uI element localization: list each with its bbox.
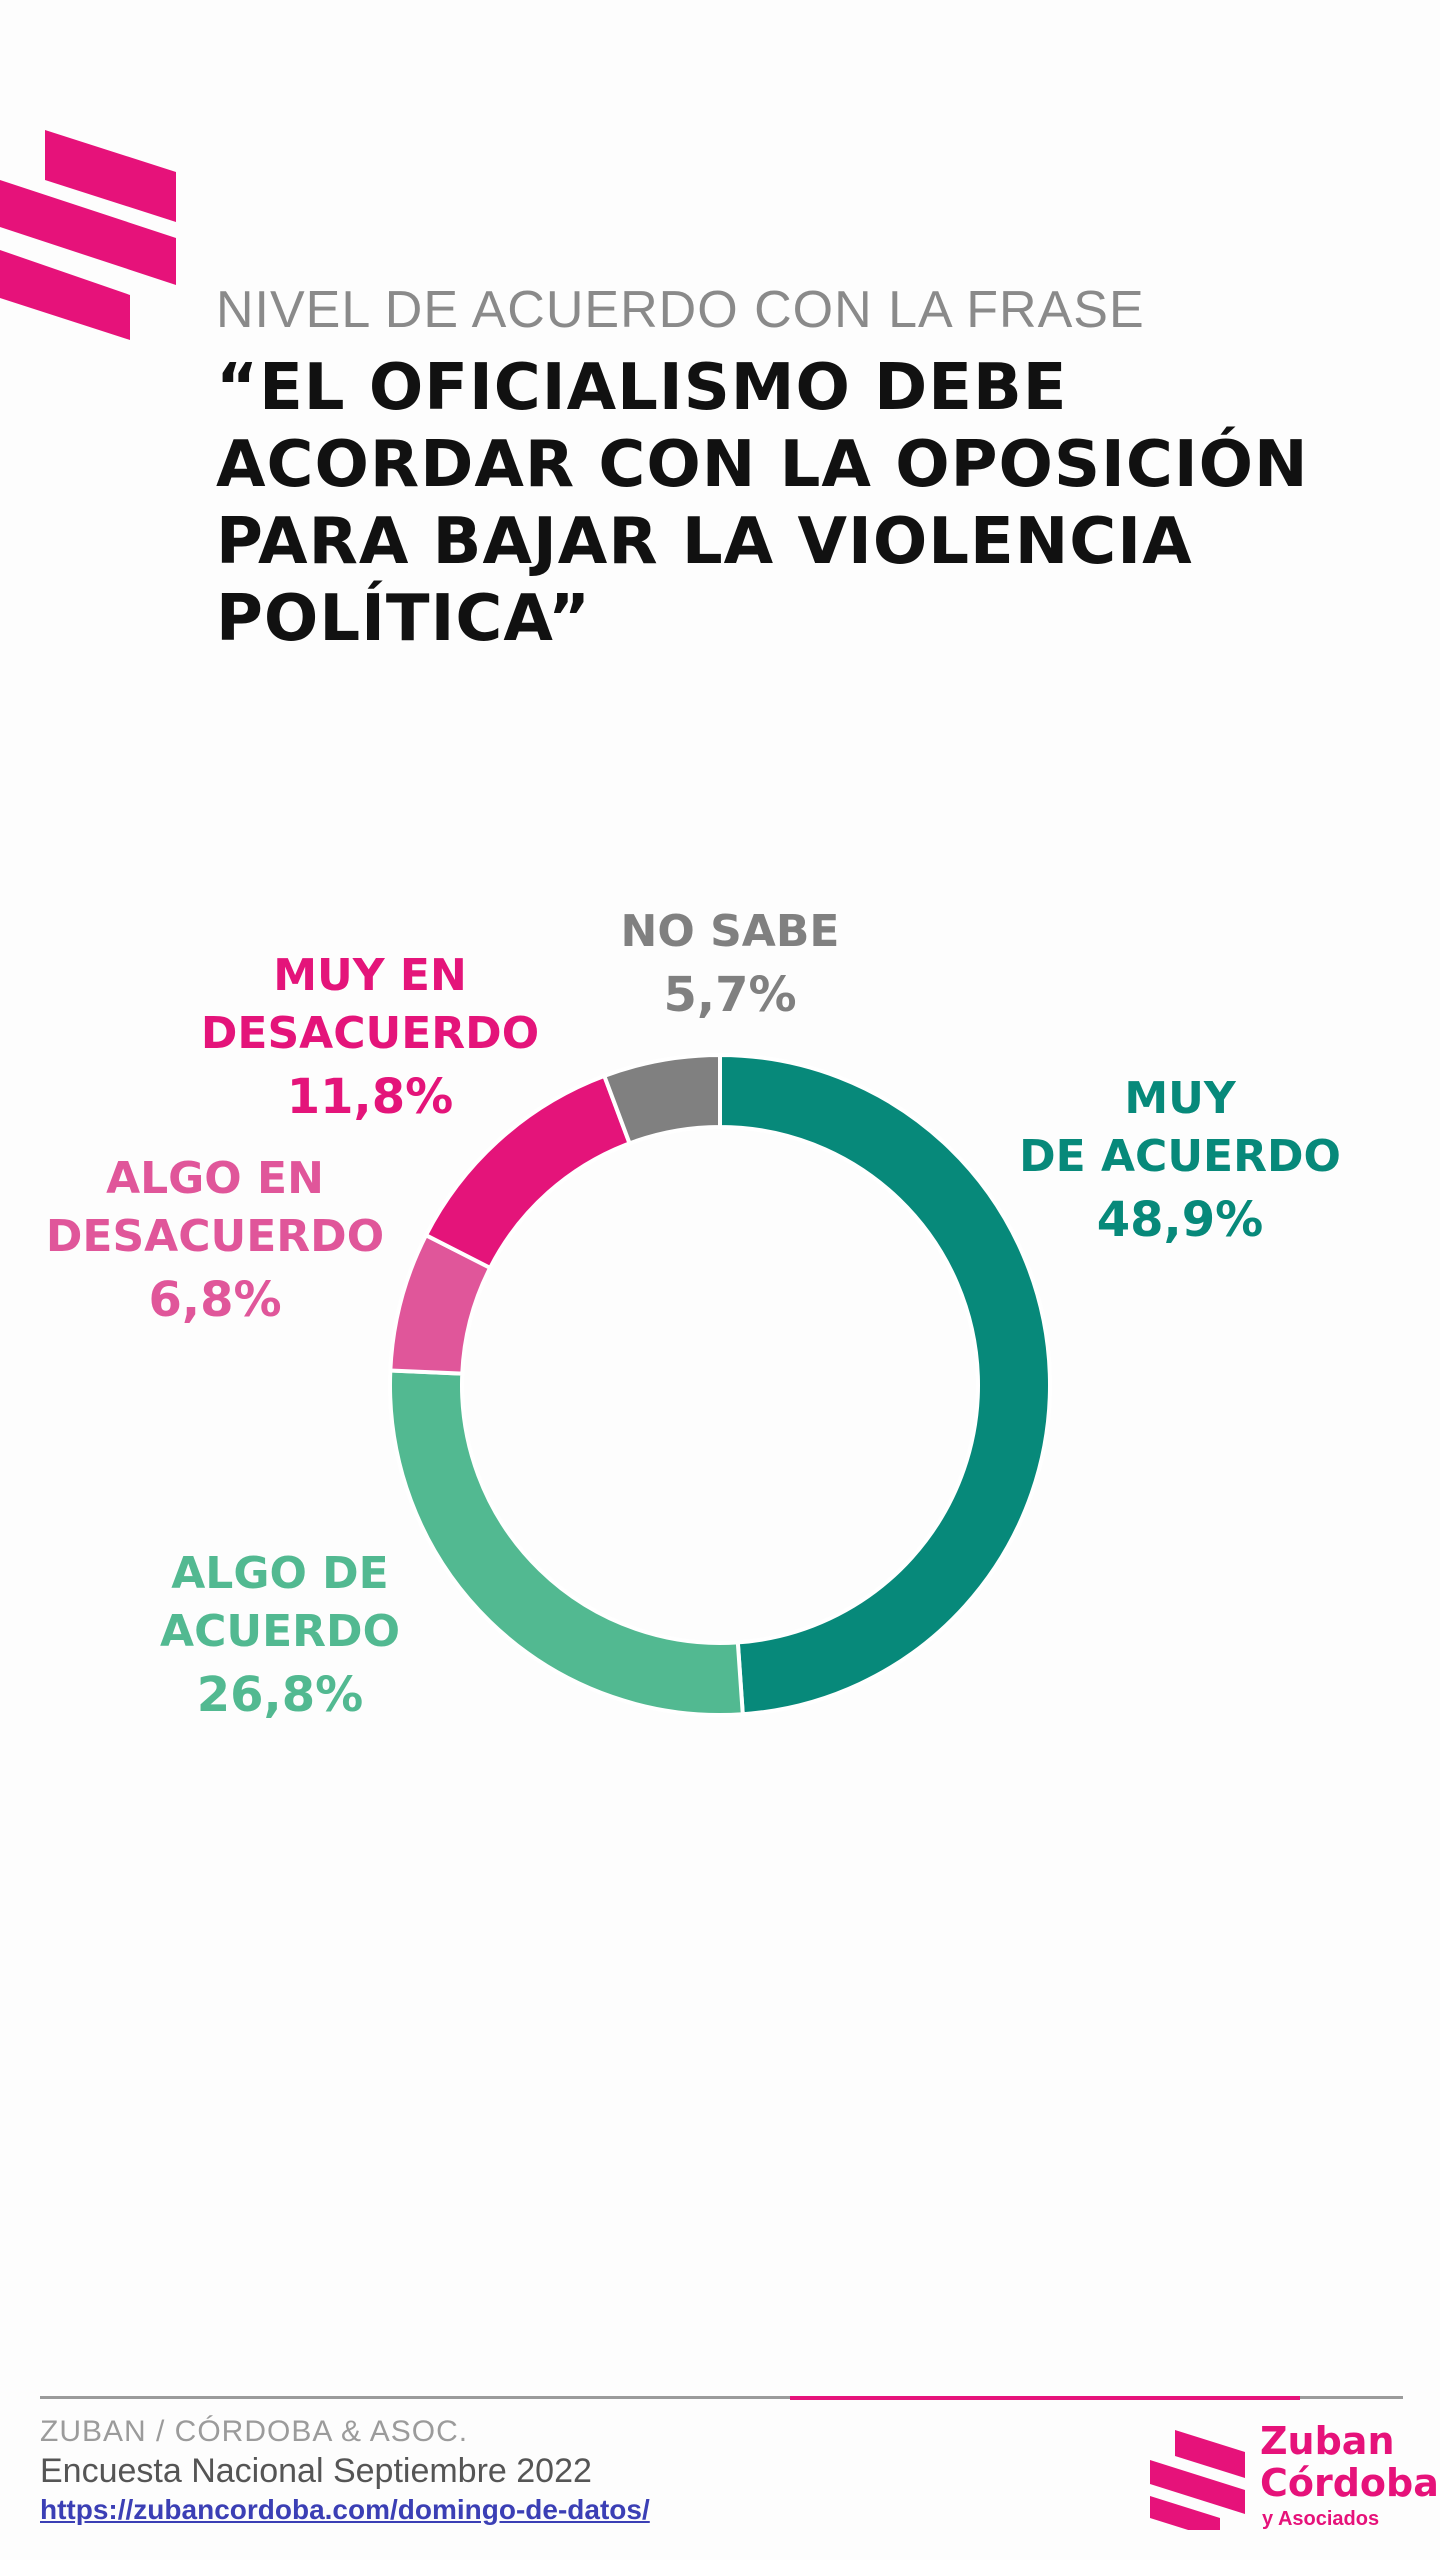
footer-survey: Encuesta Nacional Septiembre 2022 xyxy=(40,2452,592,2490)
label-muy-en-desacuerdo: MUY EN DESACUERDO 11,8% xyxy=(180,947,560,1131)
label-value: 26,8% xyxy=(196,1667,364,1723)
chart-title: “EL OFICIALISMO DEBE ACORDAR CON LA OPOS… xyxy=(216,351,1309,656)
label-algo-de-acuerdo: ALGO DE ACUERDO 26,8% xyxy=(120,1545,440,1729)
label-value: 5,7% xyxy=(663,967,797,1023)
label-category: MUY DE ACUERDO xyxy=(1019,1073,1341,1182)
label-value: 48,9% xyxy=(1096,1192,1264,1248)
label-category: NO SABE xyxy=(620,906,840,957)
label-category: MUY EN DESACUERDO xyxy=(200,950,540,1059)
label-algo-en-desacuerdo: ALGO EN DESACUERDO 6,8% xyxy=(20,1150,410,1334)
label-category: ALGO DE ACUERDO xyxy=(160,1548,400,1657)
label-category: ALGO EN DESACUERDO xyxy=(45,1153,385,1262)
brand-logo: Zuban Córdoba y Asociados xyxy=(1150,2420,1439,2540)
footer-divider xyxy=(40,2396,1403,2399)
brand-stripes-logo xyxy=(0,130,176,340)
donut-chart xyxy=(388,1052,1052,1717)
brand-subtitle: y Asociados xyxy=(1262,2508,1380,2530)
chart-subtitle: NIVEL DE ACUERDO CON LA FRASE xyxy=(216,281,1145,339)
footer-org: ZUBAN / CÓRDOBA & ASOC. xyxy=(40,2415,469,2448)
label-value: 6,8% xyxy=(148,1272,282,1328)
label-no-sabe: NO SABE 5,7% xyxy=(590,903,870,1029)
label-value: 11,8% xyxy=(286,1069,454,1125)
label-muy-de-acuerdo: MUY DE ACUERDO 48,9% xyxy=(990,1070,1370,1254)
donut-slice-no-sabe xyxy=(601,1052,722,1146)
donut-slice-muy-de-acuerdo xyxy=(718,1052,1052,1717)
donut-slice-algo-de-acuerdo xyxy=(388,1368,745,1717)
brand-mark-icon xyxy=(1150,2430,1245,2530)
footer-accent-line xyxy=(790,2396,1300,2400)
footer-link[interactable]: https://zubancordoba.com/domingo-de-dato… xyxy=(40,2494,650,2525)
brand-name: Zuban Córdoba xyxy=(1260,2419,1439,2505)
